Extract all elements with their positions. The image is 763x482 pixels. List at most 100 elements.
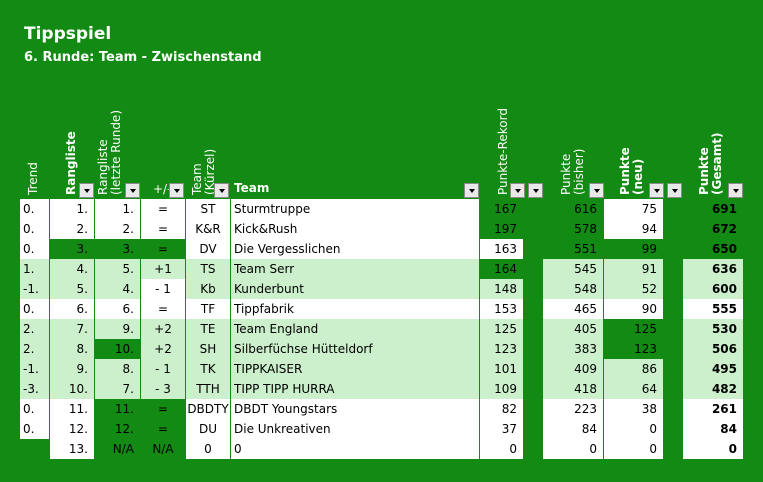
cell-pm[interactable]: - 1 (141, 359, 185, 379)
cell-bisher[interactable]: 409 (543, 359, 603, 379)
filter-plusminus-dropdown[interactable] (169, 183, 184, 198)
cell-gesamt[interactable]: 0 (683, 439, 743, 459)
cell-bisher[interactable]: 383 (543, 339, 603, 359)
cell-bisher[interactable]: 405 (543, 319, 603, 339)
cell-team[interactable]: Die Unkreativen (231, 419, 479, 439)
cell-team[interactable]: Kunderbunt (231, 279, 479, 299)
cell-neu[interactable]: 52 (604, 279, 663, 299)
filter-team-dropdown[interactable] (464, 183, 479, 198)
cell-rank[interactable]: 2. (50, 219, 94, 239)
cell-gesamt[interactable]: 506 (683, 339, 743, 359)
filter-punkte-bisher-dropdown[interactable] (589, 183, 604, 198)
cell-team[interactable]: Silberfüchse Hütteldorf (231, 339, 479, 359)
cell-short[interactable]: K&R (186, 219, 230, 239)
cell-rekord[interactable]: 37 (480, 419, 523, 439)
cell-gesamt[interactable]: 84 (683, 419, 743, 439)
cell-rekord[interactable]: 164 (480, 259, 523, 279)
cell-rekord[interactable]: 148 (480, 279, 523, 299)
cell-rank[interactable]: 8. (50, 339, 94, 359)
cell-short[interactable]: 0 (186, 439, 230, 459)
cell-trend[interactable]: 0. (20, 299, 49, 319)
cell-prev[interactable]: 6. (95, 299, 140, 319)
cell-short[interactable]: TE (186, 319, 230, 339)
cell-trend[interactable]: 2. (20, 339, 49, 359)
cell-trend[interactable]: 0. (20, 199, 49, 219)
cell-trend[interactable]: 0. (20, 419, 49, 439)
cell-pm[interactable]: +2 (141, 339, 185, 359)
cell-rank[interactable]: 4. (50, 259, 94, 279)
cell-pm[interactable]: = (141, 219, 185, 239)
cell-prev[interactable]: 9. (95, 319, 140, 339)
cell-rank[interactable]: 10. (50, 379, 94, 399)
cell-team[interactable]: TIPP TIPP HURRA (231, 379, 479, 399)
cell-gesamt[interactable]: 482 (683, 379, 743, 399)
cell-pm[interactable]: +1 (141, 259, 185, 279)
cell-gesamt[interactable]: 650 (683, 239, 743, 259)
cell-team[interactable]: 0 (231, 439, 479, 459)
cell-short[interactable]: DBDTY (186, 399, 230, 419)
cell-gesamt[interactable]: 495 (683, 359, 743, 379)
cell-pm[interactable]: N/A (141, 439, 185, 459)
cell-short[interactable]: ST (186, 199, 230, 219)
cell-rank[interactable]: 12. (50, 419, 94, 439)
cell-short[interactable]: TF (186, 299, 230, 319)
cell-rank[interactable]: 6. (50, 299, 94, 319)
cell-rekord[interactable]: 123 (480, 339, 523, 359)
cell-gesamt[interactable]: 691 (683, 199, 743, 219)
filter-punkte-gesamt-dropdown[interactable] (728, 183, 743, 198)
cell-rekord[interactable]: 153 (480, 299, 523, 319)
cell-rekord[interactable]: 101 (480, 359, 523, 379)
cell-prev[interactable]: N/A (95, 439, 140, 459)
cell-trend[interactable]: -3. (20, 379, 49, 399)
cell-bisher[interactable]: 418 (543, 379, 603, 399)
cell-neu[interactable]: 99 (604, 239, 663, 259)
cell-bisher[interactable]: 465 (543, 299, 603, 319)
cell-gesamt[interactable]: 636 (683, 259, 743, 279)
cell-trend[interactable]: 1. (20, 259, 49, 279)
cell-gesamt[interactable]: 600 (683, 279, 743, 299)
cell-rekord[interactable]: 82 (480, 399, 523, 419)
cell-team[interactable]: Sturmtruppe (231, 199, 479, 219)
cell-trend[interactable]: 0. (20, 399, 49, 419)
cell-pm[interactable]: = (141, 239, 185, 259)
cell-team[interactable]: Die Vergesslichen (231, 239, 479, 259)
cell-rank[interactable]: 9. (50, 359, 94, 379)
cell-bisher[interactable]: 578 (543, 219, 603, 239)
filter-extra2-dropdown[interactable] (667, 183, 682, 198)
cell-rekord[interactable]: 109 (480, 379, 523, 399)
cell-prev[interactable]: 2. (95, 219, 140, 239)
cell-trend[interactable]: 2. (20, 319, 49, 339)
cell-neu[interactable]: 64 (604, 379, 663, 399)
cell-prev[interactable]: 5. (95, 259, 140, 279)
filter-team-short-dropdown[interactable] (214, 183, 229, 198)
cell-gesamt[interactable]: 672 (683, 219, 743, 239)
cell-short[interactable]: SH (186, 339, 230, 359)
cell-gesamt[interactable]: 530 (683, 319, 743, 339)
cell-team[interactable]: Team England (231, 319, 479, 339)
cell-neu[interactable]: 75 (604, 199, 663, 219)
cell-trend[interactable]: 0. (20, 239, 49, 259)
cell-short[interactable]: Kb (186, 279, 230, 299)
cell-bisher[interactable]: 84 (543, 419, 603, 439)
cell-prev[interactable]: 1. (95, 199, 140, 219)
cell-pm[interactable]: = (141, 419, 185, 439)
cell-prev[interactable]: 7. (95, 379, 140, 399)
cell-pm[interactable]: = (141, 299, 185, 319)
cell-rekord[interactable]: 197 (480, 219, 523, 239)
cell-pm[interactable]: - 3 (141, 379, 185, 399)
cell-bisher[interactable]: 548 (543, 279, 603, 299)
cell-prev[interactable]: 4. (95, 279, 140, 299)
cell-neu[interactable]: 38 (604, 399, 663, 419)
cell-prev[interactable]: 3. (95, 239, 140, 259)
cell-team[interactable]: Kick&Rush (231, 219, 479, 239)
cell-neu[interactable]: 125 (604, 319, 663, 339)
cell-pm[interactable]: +2 (141, 319, 185, 339)
cell-team[interactable]: Team Serr (231, 259, 479, 279)
cell-team[interactable]: Tippfabrik (231, 299, 479, 319)
cell-gesamt[interactable]: 261 (683, 399, 743, 419)
cell-rekord[interactable]: 167 (480, 199, 523, 219)
cell-trend[interactable] (20, 439, 49, 459)
filter-punkte-neu-dropdown[interactable] (649, 183, 664, 198)
cell-rank[interactable]: 13. (50, 439, 94, 459)
cell-pm[interactable]: = (141, 199, 185, 219)
